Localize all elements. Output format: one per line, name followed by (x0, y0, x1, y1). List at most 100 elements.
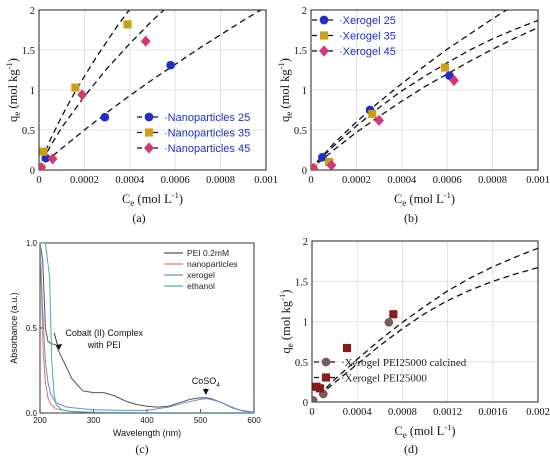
data-point (41, 153, 51, 163)
x-axis-label: Ce (mol L-1) (394, 190, 455, 208)
series-line-4 (40, 243, 254, 413)
legend: ·Xerogel 25 ·Xerogel 35 ·Xerogel 45 (312, 15, 396, 58)
y-axis-label: qe (mol kg-1) (277, 290, 295, 354)
data-point (123, 20, 132, 29)
y-tick-label: 2 (30, 6, 35, 17)
x-tick-label: 400 (140, 416, 154, 425)
x-tick-label: 0 (308, 175, 313, 186)
data-point (315, 384, 324, 393)
x-tick-label: 0.0008 (206, 175, 235, 186)
data-point (368, 109, 377, 119)
fit-curve-3 (311, 27, 538, 170)
data-point (384, 317, 394, 327)
legend-marker (321, 373, 331, 382)
plot-frame (38, 9, 267, 171)
chart-panel-c: 200 300 400 500 600 0.0 0.5 1.0 PEI 0.2mMnanopar… (9, 239, 261, 456)
data-point (140, 35, 151, 47)
x-tick-label: 0.001 (526, 175, 550, 186)
legend-label: ·Nanoparticles 35 (164, 128, 250, 140)
plot-area (39, 10, 262, 170)
plot-area (312, 247, 538, 402)
data-point (166, 60, 175, 70)
plot-area (40, 243, 254, 413)
annotation-label: CoSO4 (192, 376, 221, 389)
legend-label: ·Xerogel PEI25000 calcined (341, 357, 467, 369)
legend-label: ·Nanoparticles 25 (164, 112, 250, 124)
data-point (71, 83, 80, 92)
y-tick-label: 1 (303, 318, 308, 329)
y-tick-label: 2 (302, 6, 307, 17)
legend-label: ·Xerogel 45 (339, 46, 396, 58)
y-tick-label: 0.5 (295, 358, 308, 369)
fit-curve-2 (39, 10, 131, 170)
y-tick-label: 1 (302, 86, 307, 97)
data-point (374, 114, 384, 126)
data-point (449, 74, 459, 86)
data-point (100, 112, 110, 122)
y-tick-label: 2 (303, 237, 308, 248)
x-tick-label: 0.0002 (342, 175, 371, 186)
annotation-label: Cobalt (II) Complex (65, 328, 143, 338)
legend: ·Nanoparticles 25 ·Nanoparticles 35 ·Nanop… (137, 112, 250, 155)
y-tick-label: 1.5 (22, 46, 35, 57)
legend-marker (144, 112, 154, 122)
fit-curve-2 (312, 247, 538, 402)
legend-marker (144, 142, 154, 154)
legend-marker (319, 31, 329, 40)
legend: ·Xerogel PEI25000 calcined ·Xerogel PEI25… (314, 357, 467, 385)
x-tick-label: 0.0006 (433, 175, 462, 186)
data-point (318, 152, 327, 162)
y-tick-label: 1.0 (26, 239, 38, 248)
x-tick-label: 200 (33, 416, 47, 425)
x-tick-label: 600 (247, 416, 261, 425)
panel-label: (d) (404, 442, 418, 456)
y-tick-label: 1.5 (295, 277, 308, 288)
y-axis-label: qe (mol kg-1) (4, 58, 22, 122)
data-point (440, 63, 449, 72)
x-axis-label: Ce (mol L-1) (122, 190, 183, 208)
x-tick-label: 0 (36, 175, 41, 186)
y-tick-label: 1 (30, 86, 35, 97)
legend-marker (319, 15, 329, 25)
y-tick-label: 0 (30, 166, 35, 177)
legend-label: ·Xerogel 35 (339, 31, 396, 43)
x-tick-label: 500 (194, 416, 208, 425)
legend-label: ·Xerogel PEI25000 (341, 373, 427, 385)
x-tick-label: 300 (87, 416, 101, 425)
y-tick-label: 0.5 (294, 126, 307, 137)
plot-frame (311, 240, 539, 403)
legend-marker (321, 357, 331, 367)
data-point (311, 162, 319, 170)
data-point (39, 162, 47, 170)
legend-marker (319, 45, 329, 57)
x-tick-label: 0.0002 (70, 175, 99, 186)
annotation-arrowhead (56, 344, 63, 350)
y-tick-label: 0.5 (22, 126, 35, 137)
fit-curve-1 (312, 266, 538, 402)
y-axis-label: Absorbance (a.u.) (9, 292, 19, 364)
y-tick-label: 0 (303, 398, 308, 409)
data-point (326, 159, 337, 170)
x-tick-label: 0.002 (526, 407, 550, 418)
x-tick-label: 0.0008 (478, 175, 507, 186)
fit-curve-3 (39, 10, 165, 170)
legend-label: PEI 0.2mM (187, 248, 229, 258)
y-tick-label: 0.0 (26, 409, 38, 418)
plot-frame (310, 9, 539, 171)
fit-curve-1 (39, 10, 262, 170)
y-tick-label: 0.5 (26, 324, 38, 333)
panel-label: (b) (404, 211, 418, 225)
fit-curve-1 (311, 19, 538, 170)
plot-area (311, 10, 538, 170)
legend-label: xerogel (187, 270, 215, 280)
x-tick-label: 0.001 (254, 175, 278, 186)
chart-panel-d: 0 0.0004 0.0008 0.0012 0.0016 0.002 0 0.5 1 1.5 2 ·… (277, 237, 550, 456)
panel-label: (c) (135, 442, 148, 456)
data-point (325, 157, 334, 167)
data-point (342, 344, 352, 353)
x-tick-label: 0 (309, 407, 314, 418)
data-point (47, 153, 58, 165)
chart-panel-b: 0 0.0002 0.0004 0.0006 0.0008 0.001 0 0.5 1 1.5 2 ·… (276, 6, 550, 225)
x-tick-label: 0.0004 (387, 175, 417, 186)
